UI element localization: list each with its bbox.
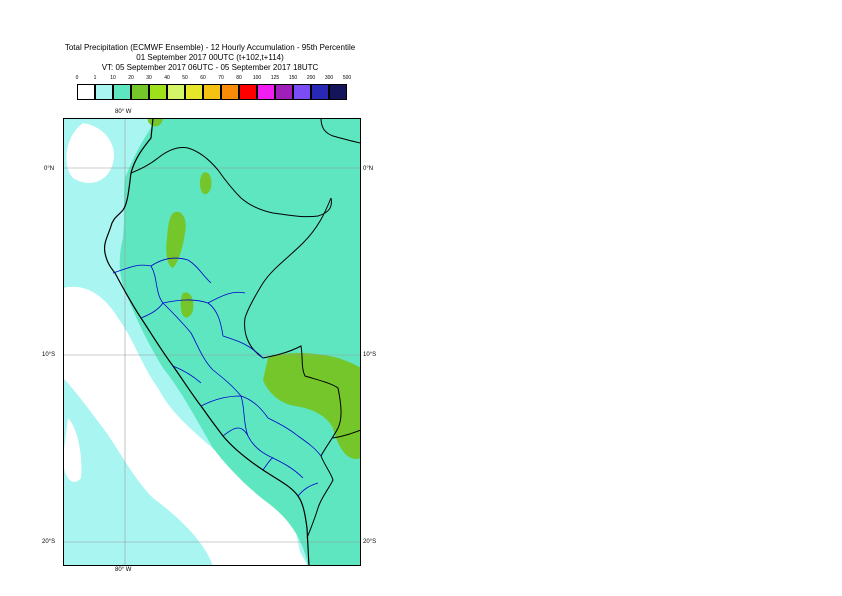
legend-swatch (293, 84, 311, 100)
precipitation-map (63, 118, 361, 566)
map-title: Total Precipitation (ECMWF Ensemble) - 1… (64, 43, 356, 52)
dry-patch-inland-south (232, 504, 308, 566)
legend-swatch (167, 84, 185, 100)
border-brazil-peru (262, 345, 342, 457)
valid-time: VT: 05 September 2017 06UTC - 05 Septemb… (101, 63, 319, 72)
legend-tick-label: 60 (200, 75, 206, 81)
legend-swatch (311, 84, 329, 100)
lat-label-right-0: 0°N (363, 166, 374, 172)
lon-label-bottom: 80° W (115, 567, 132, 573)
border-colombia-north (320, 118, 361, 144)
dry-patch-south (63, 418, 82, 482)
legend-tick-label: 500 (342, 75, 352, 81)
legend-tick-label: 150 (288, 75, 298, 81)
heavy-rain-andes-2 (180, 292, 194, 318)
legend-tick-label: 1 (93, 75, 97, 81)
heavy-rain-andes (166, 211, 186, 268)
legend-tick-label: 300 (324, 75, 334, 81)
legend-tick-label: 10 (110, 75, 116, 81)
legend-tick-label: 40 (164, 75, 170, 81)
border-bolivia-peru (306, 455, 334, 539)
border-ecuador-peru (130, 147, 332, 218)
legend-swatch (239, 84, 257, 100)
legend-swatch (131, 84, 149, 100)
legend-swatch (221, 84, 239, 100)
legend-tick-label: 30 (146, 75, 152, 81)
admin-boundaries (112, 257, 322, 497)
dry-patch-offshore (63, 286, 303, 566)
legend-swatch (149, 84, 167, 100)
legend-tick-label: 70 (218, 75, 224, 81)
legend-tick-label: 125 (270, 75, 280, 81)
legend-swatch (95, 84, 113, 100)
base-time: 01 September 2017 00UTC (t+102,t+114) (136, 53, 284, 62)
lat-label-left-0: 0°N (44, 166, 55, 172)
heavy-rain-northeast (147, 118, 163, 127)
legend-swatch (77, 84, 95, 100)
legend-swatch (275, 84, 293, 100)
legend-swatch (185, 84, 203, 100)
lat-label-right-10: 10°S (363, 352, 377, 358)
lat-label-right-20: 20°S (363, 539, 377, 545)
legend-swatch (329, 84, 347, 100)
legend-tick-label: 20 (128, 75, 134, 81)
heavy-rain-east (263, 353, 361, 459)
legend-swatch (257, 84, 275, 100)
legend-tick-label: 100 (252, 75, 262, 81)
legend-tick-label: 80 (236, 75, 242, 81)
heavy-rain-north (199, 172, 212, 195)
lon-label-top: 80° W (115, 109, 132, 115)
legend-tick-label: 50 (182, 75, 188, 81)
lat-label-left-20: 20°S (42, 539, 56, 545)
border-brazil-east (332, 429, 361, 439)
border-colombia-peru (244, 197, 332, 359)
legend-tick-label: 200 (306, 75, 316, 81)
legend-swatch (203, 84, 221, 100)
legend-swatch (113, 84, 131, 100)
legend-tick-label: 0 (75, 75, 79, 81)
map-frame (63, 118, 361, 566)
lat-label-left-10: 10°S (42, 352, 56, 358)
